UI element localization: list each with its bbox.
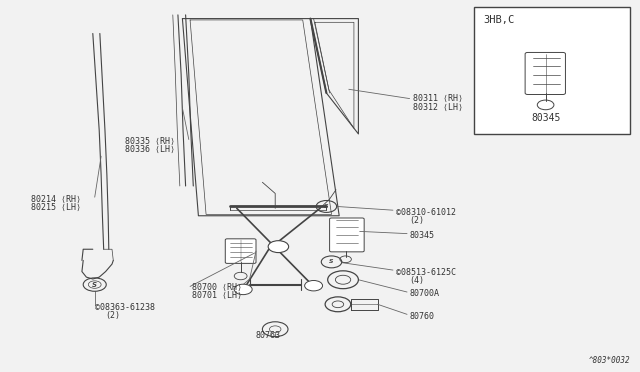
Text: 80763: 80763 [256, 331, 281, 340]
Text: 80345: 80345 [410, 231, 435, 240]
Text: 3HB,C: 3HB,C [483, 15, 515, 25]
Text: 80335 ⟨RH⟩: 80335 ⟨RH⟩ [125, 137, 175, 146]
FancyBboxPatch shape [330, 218, 364, 252]
Text: S: S [324, 204, 329, 209]
FancyBboxPatch shape [525, 52, 566, 94]
Text: S: S [329, 259, 334, 264]
Circle shape [305, 280, 323, 291]
Text: 80700 ⟨RH⟩: 80700 ⟨RH⟩ [192, 283, 242, 292]
Circle shape [234, 284, 252, 295]
Text: 80214 ⟨RH⟩: 80214 ⟨RH⟩ [31, 195, 81, 203]
FancyBboxPatch shape [225, 239, 256, 263]
Text: 80760: 80760 [410, 312, 435, 321]
Text: S: S [92, 282, 97, 288]
Text: (4): (4) [410, 276, 424, 285]
Text: 80336 ⟨LH⟩: 80336 ⟨LH⟩ [125, 145, 175, 154]
Text: ^803*0032: ^803*0032 [589, 356, 630, 365]
Circle shape [268, 241, 289, 253]
Text: 80215 ⟨LH⟩: 80215 ⟨LH⟩ [31, 203, 81, 212]
Text: ©08513-6125C: ©08513-6125C [396, 268, 456, 277]
Text: (2): (2) [106, 311, 120, 320]
FancyBboxPatch shape [474, 7, 630, 134]
Text: 80345: 80345 [531, 113, 560, 124]
Text: 80312 ⟨LH⟩: 80312 ⟨LH⟩ [413, 103, 463, 112]
Text: (2): (2) [410, 216, 424, 225]
Text: 80701 ⟨LH⟩: 80701 ⟨LH⟩ [192, 291, 242, 300]
Text: ©08363-61238: ©08363-61238 [95, 303, 155, 312]
Text: ©08310-61012: ©08310-61012 [396, 208, 456, 217]
Text: 80700A: 80700A [410, 289, 440, 298]
Text: 80311 ⟨RH⟩: 80311 ⟨RH⟩ [413, 94, 463, 103]
